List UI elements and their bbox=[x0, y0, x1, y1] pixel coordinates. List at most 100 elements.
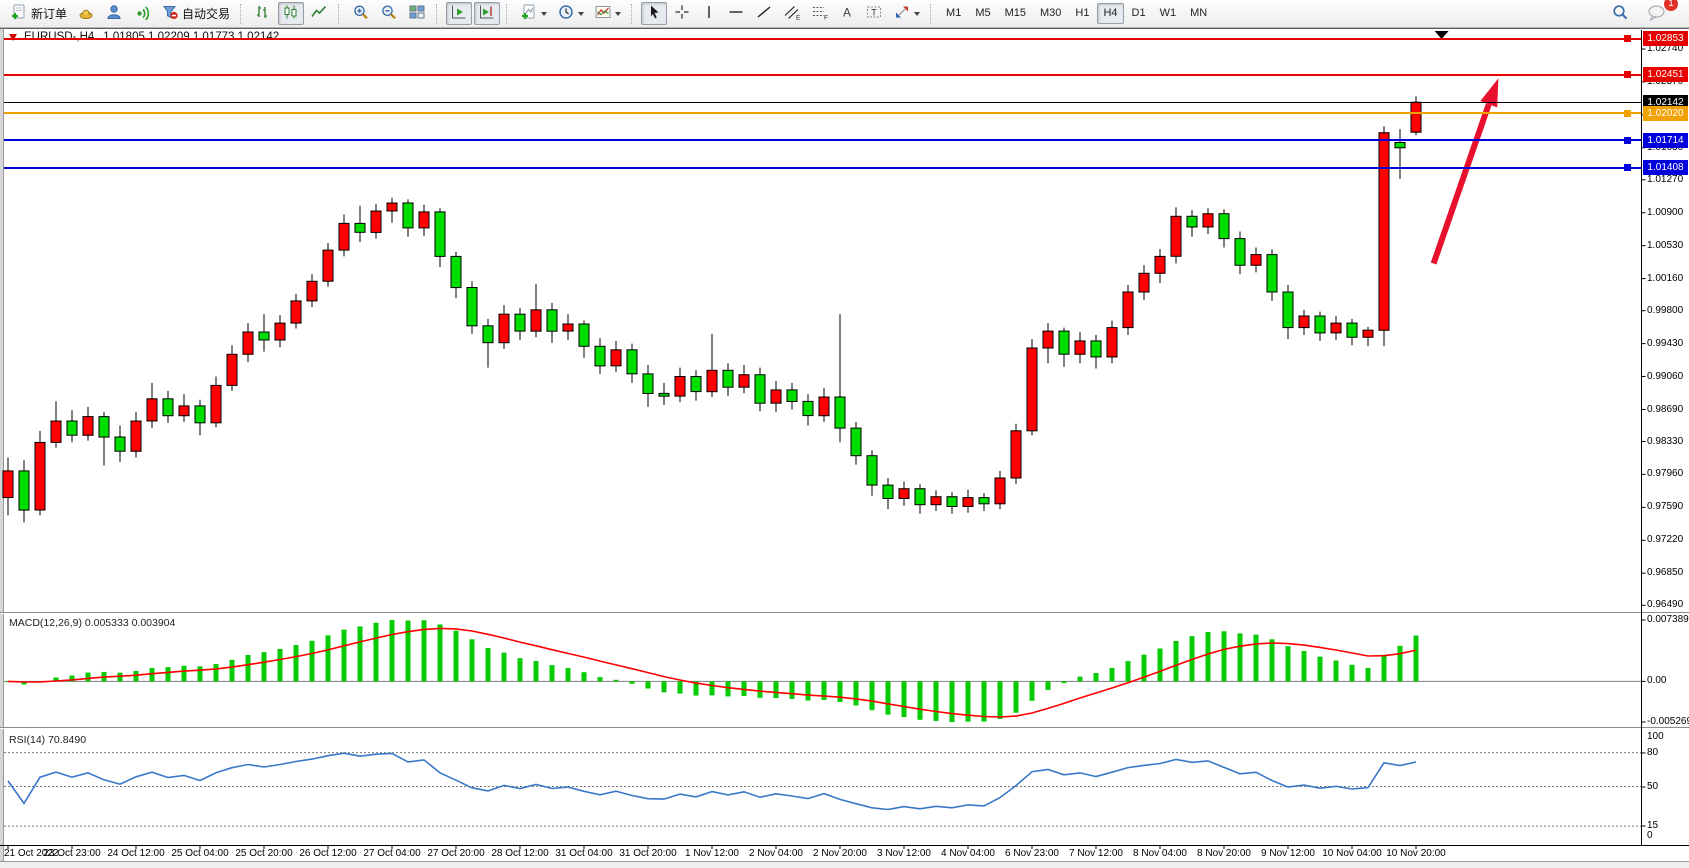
macd-histogram-bar bbox=[389, 620, 395, 682]
macd-histogram-bar bbox=[789, 681, 795, 699]
macd-histogram-bar bbox=[533, 661, 539, 682]
symbol-dropdown-icon[interactable] bbox=[9, 33, 17, 41]
search-button[interactable] bbox=[1607, 2, 1633, 25]
chart-ohlc-values: 1.01805 1.02209 1.01773 1.02142 bbox=[103, 31, 280, 43]
candle-body bbox=[1346, 322, 1358, 338]
macd-histogram-bar bbox=[405, 620, 411, 682]
macd-histogram-bar bbox=[885, 681, 891, 715]
arrows-icon bbox=[893, 4, 911, 23]
trend-arrow-line[interactable] bbox=[1430, 103, 1492, 265]
macd-signal-line bbox=[7, 627, 1417, 718]
community-button[interactable] bbox=[101, 2, 127, 25]
zoom-out-button[interactable] bbox=[376, 2, 402, 25]
macd-histogram-bar bbox=[981, 681, 987, 722]
candle-body bbox=[898, 488, 910, 500]
auto-scroll-button[interactable] bbox=[446, 2, 473, 25]
timeframe-m1-button[interactable]: M1 bbox=[940, 3, 967, 24]
fibonacci-tool-button[interactable]: F bbox=[807, 2, 833, 25]
candle-body bbox=[962, 497, 974, 508]
candlestick-mode-button[interactable] bbox=[278, 2, 305, 25]
text-tool-button[interactable]: A bbox=[835, 2, 859, 25]
window-left-edge bbox=[0, 28, 3, 862]
macd-histogram-bar bbox=[1397, 645, 1403, 682]
notifications-button[interactable]: 1 bbox=[1643, 0, 1678, 25]
auto-scroll-icon bbox=[450, 4, 468, 23]
clock-icon bbox=[557, 4, 575, 23]
macd-histogram-bar bbox=[293, 645, 299, 682]
text-label-tool-button[interactable]: T bbox=[861, 2, 887, 25]
timeframe-mn-button[interactable]: MN bbox=[1184, 3, 1213, 24]
vertical-line-tool-button[interactable] bbox=[697, 2, 721, 25]
chart-shift-marker[interactable] bbox=[1434, 31, 1449, 39]
tile-windows-button[interactable] bbox=[404, 2, 430, 25]
zoom-in-icon bbox=[352, 4, 370, 23]
macd-histogram-bar bbox=[869, 681, 875, 711]
candle-body bbox=[2, 470, 14, 499]
zoom-in-button[interactable] bbox=[348, 2, 374, 25]
macd-histogram-bar bbox=[997, 681, 1003, 719]
macd-histogram-bar bbox=[821, 681, 827, 700]
candle-body bbox=[930, 496, 942, 506]
timeframe-m5-button[interactable]: M5 bbox=[969, 3, 996, 24]
horizontal-line-tool-button[interactable] bbox=[723, 2, 749, 25]
bar-chart-mode-button[interactable] bbox=[250, 2, 276, 25]
seal-button[interactable] bbox=[73, 2, 99, 25]
timeframe-h4-button[interactable]: H4 bbox=[1097, 3, 1124, 24]
bar-chart-icon bbox=[254, 4, 272, 23]
candle-body bbox=[434, 211, 446, 257]
chart-shift-button[interactable] bbox=[474, 2, 501, 25]
timeframe-h1-button[interactable]: H1 bbox=[1069, 3, 1095, 24]
candle-body bbox=[98, 416, 110, 438]
chart-title: EURUSD-,H4 1.01805 1.02209 1.01773 1.021… bbox=[9, 31, 279, 43]
candle-body bbox=[530, 309, 542, 332]
add-indicator-button[interactable] bbox=[516, 2, 551, 25]
macd-histogram-bar bbox=[613, 679, 619, 682]
cursor-tool-button[interactable] bbox=[641, 2, 668, 25]
candle-body bbox=[802, 400, 814, 417]
crosshair-tool-button[interactable] bbox=[669, 2, 695, 25]
candle-body bbox=[978, 497, 990, 505]
channel-tool-button[interactable]: E bbox=[779, 2, 805, 25]
templates-button[interactable] bbox=[590, 2, 625, 25]
candle-body bbox=[1010, 430, 1022, 479]
macd-histogram-bar bbox=[357, 626, 363, 682]
candle-body bbox=[18, 470, 30, 511]
macd-histogram-bar bbox=[1141, 654, 1147, 682]
candle-body bbox=[1330, 322, 1342, 334]
auto-trading-label: 自动交易 bbox=[182, 7, 231, 21]
candle-body bbox=[146, 398, 158, 422]
macd-histogram-bar bbox=[1157, 648, 1163, 682]
new-order-button[interactable]: 新订单 bbox=[6, 2, 71, 25]
auto-trading-button[interactable]: 自动交易 bbox=[157, 2, 234, 25]
timeframe-m15-button[interactable]: M15 bbox=[999, 3, 1032, 24]
candle-body bbox=[882, 484, 894, 500]
macd-indicator-label: MACD(12,26,9) 0.005333 0.003904 bbox=[9, 617, 176, 629]
macd-histogram-bar bbox=[437, 624, 443, 682]
arrows-tool-button[interactable] bbox=[889, 2, 924, 25]
line-chart-icon bbox=[310, 4, 328, 23]
macd-histogram-bar bbox=[149, 668, 155, 682]
timeframe-m30-button[interactable]: M30 bbox=[1034, 3, 1067, 24]
candle-body bbox=[1410, 101, 1422, 133]
macd-histogram-bar bbox=[117, 672, 123, 682]
trend-arrow-head[interactable] bbox=[1480, 78, 1499, 108]
candle-body bbox=[242, 331, 254, 355]
timeframe-w1-button[interactable]: W1 bbox=[1154, 3, 1183, 24]
macd-histogram-bar bbox=[1093, 673, 1099, 682]
candle-body bbox=[50, 420, 62, 443]
periods-button[interactable] bbox=[553, 2, 588, 25]
candle-body bbox=[674, 376, 686, 397]
trendline-tool-button[interactable] bbox=[751, 2, 777, 25]
macd-histogram-bar bbox=[1413, 635, 1419, 682]
candle-body bbox=[450, 255, 462, 289]
dropdown-caret-icon bbox=[578, 11, 585, 16]
timeframe-d1-button[interactable]: D1 bbox=[1126, 3, 1152, 24]
signals-button[interactable] bbox=[129, 2, 155, 25]
candle-body bbox=[1090, 340, 1102, 358]
dropdown-caret-icon bbox=[541, 11, 548, 16]
candle-body bbox=[658, 392, 670, 397]
macd-histogram-bar bbox=[917, 681, 923, 720]
line-chart-mode-button[interactable] bbox=[306, 2, 332, 25]
